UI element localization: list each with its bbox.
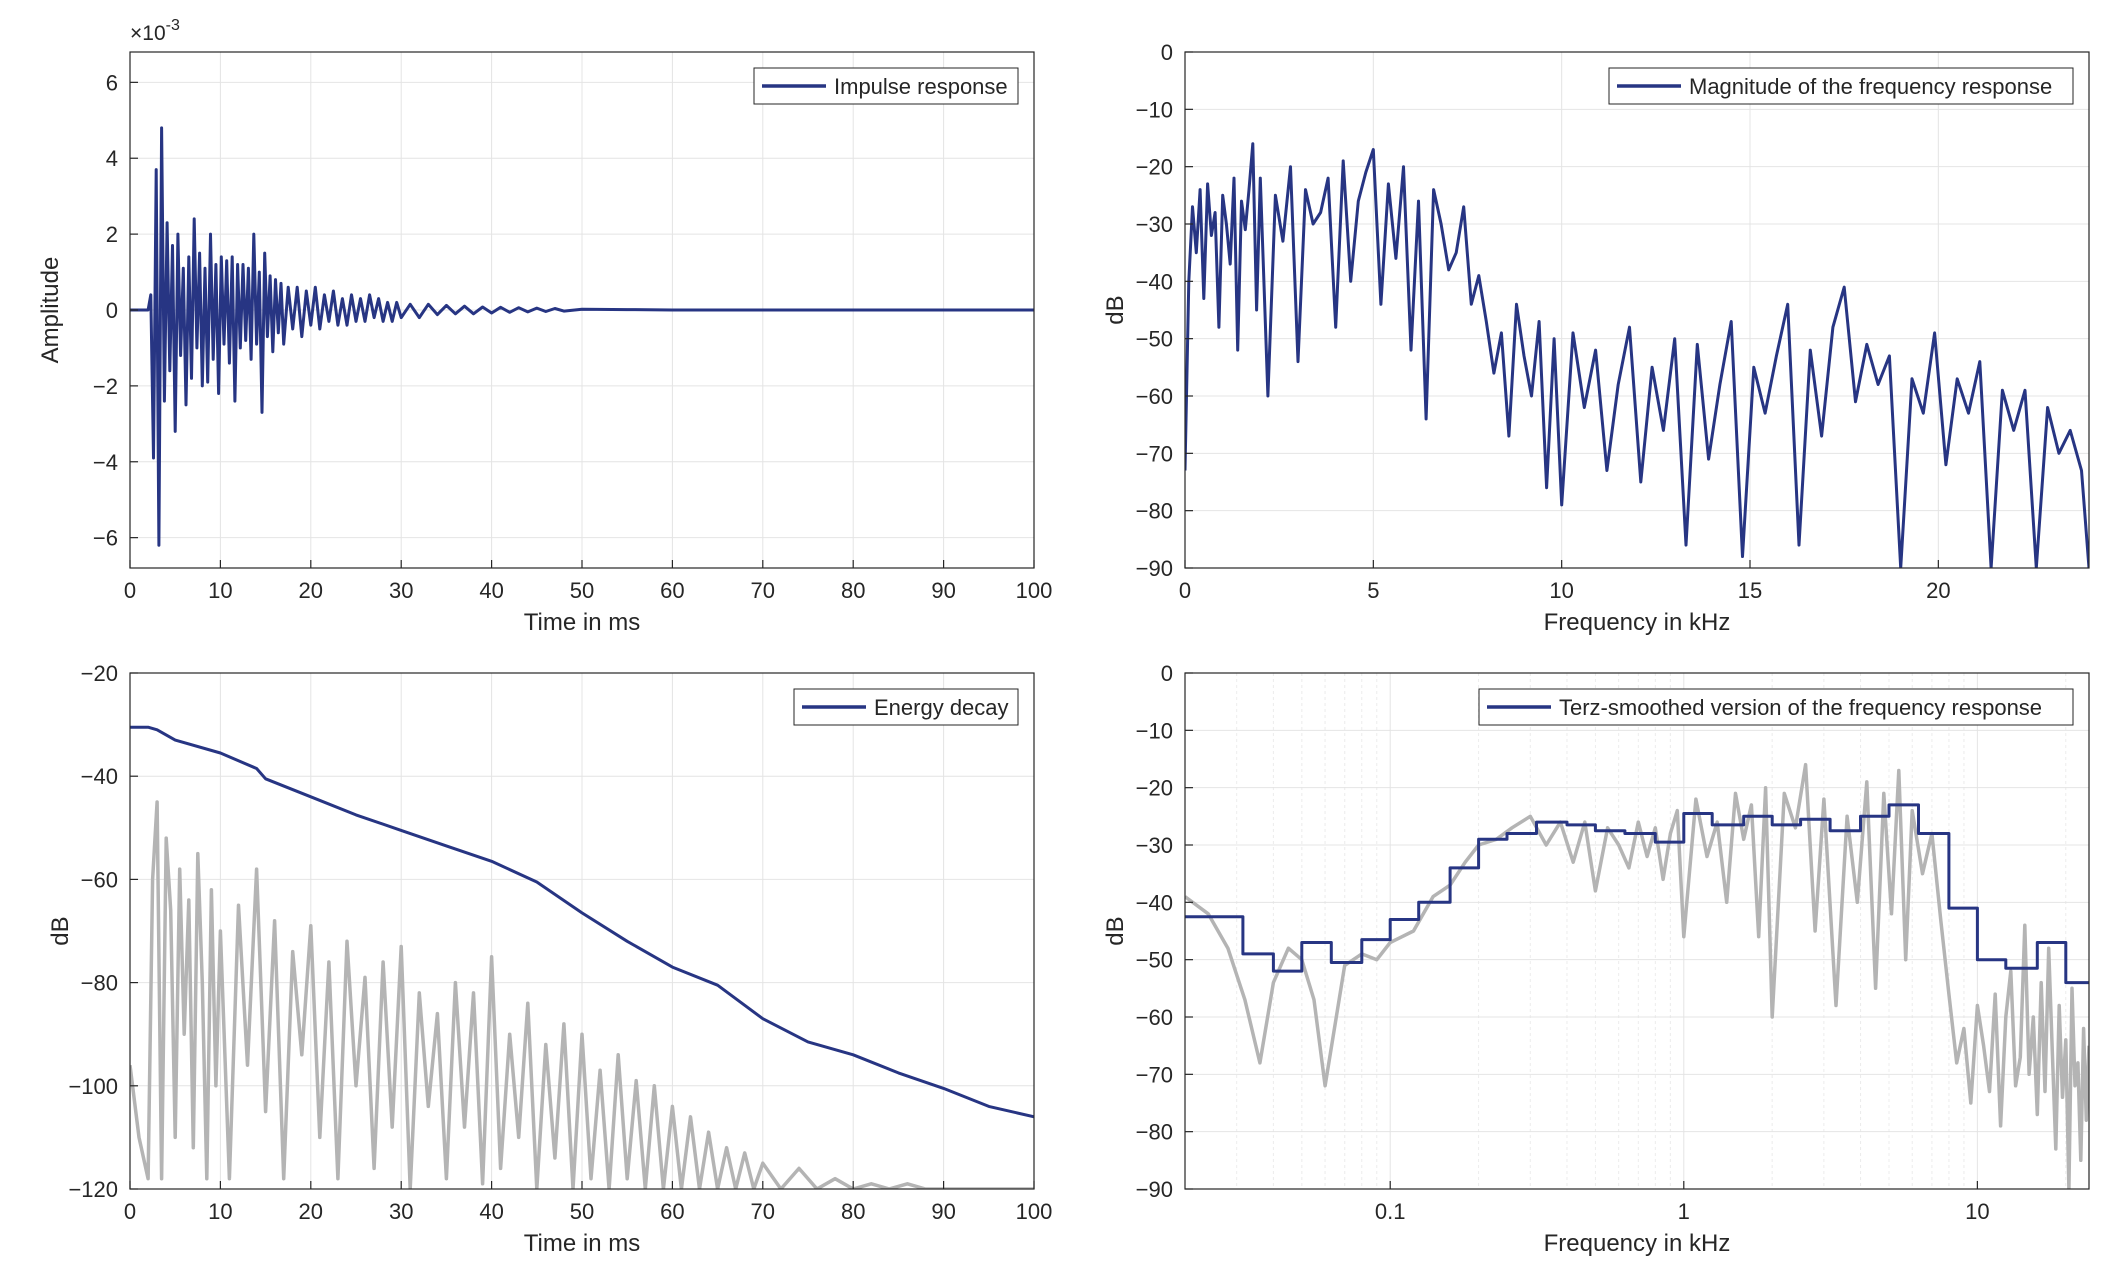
legend: Magnitude of the frequency response: [1608, 67, 2074, 105]
plot-area: [1185, 52, 2089, 568]
legend-label: Energy decay: [874, 695, 1009, 720]
x-tick-label: 60: [660, 578, 684, 603]
legend-box: [1478, 688, 2074, 726]
raw-series-line: [1185, 762, 2089, 1189]
y-tick-label: −60: [81, 867, 118, 892]
y-tick-label: −6: [93, 526, 118, 551]
y-tick-label: −70: [1136, 1062, 1173, 1087]
axes-box: [1184, 672, 2090, 1190]
legend-label: Impulse response: [834, 74, 1008, 99]
x-tick-label: 10: [208, 1199, 232, 1224]
panel-impulse: 0 10 20 30 40 50 60 70 80 90 100 −6 −4 −2 0 2 4 6 Time in …: [37, 17, 1052, 636]
x-tick-label: 100: [1016, 578, 1053, 603]
y-tick-label: −50: [1136, 948, 1173, 973]
y-tick-label: −20: [1136, 776, 1173, 801]
y-tick-label: −80: [1136, 499, 1173, 524]
x-axis-label: Time in ms: [524, 609, 640, 636]
series-line: [130, 126, 1034, 547]
x-tick-label: 30: [389, 1199, 413, 1224]
exponent-value: -3: [166, 17, 180, 34]
y-axis-label: Amplitude: [37, 257, 64, 364]
panel-magnitude: 0 5 10 15 20 0 −10 −20 −30 −40 −50 −60 −70 −80 −90 Freq…: [1102, 40, 2090, 636]
y-tick-label: 0: [106, 298, 118, 323]
x-tick-label: 60: [660, 1199, 684, 1224]
y-tick-label: −30: [1136, 833, 1173, 858]
x-tick-label: 80: [841, 1199, 865, 1224]
y-tick-label: −120: [68, 1177, 118, 1202]
x-axis-label: Time in ms: [524, 1230, 640, 1257]
x-tick-label: 0: [124, 578, 136, 603]
y-tick-label: 4: [106, 146, 118, 171]
y-tick-label: −10: [1136, 718, 1173, 743]
y-tick-label: −60: [1136, 1005, 1173, 1030]
y-tick-label: 6: [106, 70, 118, 95]
x-tick-label: 20: [299, 578, 323, 603]
legend: Energy decay: [793, 688, 1019, 726]
y-tick-label: −70: [1136, 441, 1173, 466]
x-tick-label: 0.1: [1375, 1199, 1406, 1224]
y-tick-label: −4: [93, 450, 118, 475]
legend: Terz-smoothed version of the frequency r…: [1478, 688, 2074, 726]
plot-area: [1185, 673, 2089, 1189]
x-tick-label: 0: [124, 1199, 136, 1224]
y-tick-label: −100: [68, 1074, 118, 1099]
x-tick-label: 50: [570, 1199, 594, 1224]
y-tick-label: −2: [93, 374, 118, 399]
y-tick-label: −40: [1136, 269, 1173, 294]
x-tick-label: 90: [931, 578, 955, 603]
panel-decay: 0 10 20 30 40 50 60 70 80 90 100 −20 −40 −60 −80 −100 −1…: [47, 661, 1052, 1257]
y-tick-label: −90: [1136, 556, 1173, 581]
y-axis-label: dB: [1102, 916, 1129, 945]
legend: Impulse response: [753, 67, 1019, 105]
x-tick-label: 40: [479, 1199, 503, 1224]
legend-label: Magnitude of the frequency response: [1689, 74, 2052, 99]
y-tick-label: −80: [81, 971, 118, 996]
x-axis-label: Frequency in kHz: [1544, 1230, 1731, 1257]
x-tick-label: 20: [299, 1199, 323, 1224]
y-tick-label: −90: [1136, 1177, 1173, 1202]
x-tick-label: 10: [1965, 1199, 1989, 1224]
exponent-base: ×10: [130, 22, 166, 45]
x-tick-label: 70: [751, 578, 775, 603]
y-tick-label: −80: [1136, 1120, 1173, 1145]
y-tick-label: −20: [81, 661, 118, 686]
x-tick-label: 20: [1926, 578, 1950, 603]
y-tick-label: −60: [1136, 384, 1173, 409]
series-line: [1185, 803, 2089, 985]
y-tick-label: 2: [106, 222, 118, 247]
x-tick-label: 1: [1678, 1199, 1690, 1224]
y-axis-label: dB: [1102, 295, 1129, 324]
y-axis-label: dB: [47, 916, 74, 945]
x-tick-label: 5: [1367, 578, 1379, 603]
y-tick-label: −10: [1136, 97, 1173, 122]
x-tick-label: 15: [1738, 578, 1762, 603]
x-tick-label: 50: [570, 578, 594, 603]
x-tick-label: 100: [1016, 1199, 1053, 1224]
x-tick-label: 0: [1179, 578, 1191, 603]
panel-terz: 0.1 1 10 0 −10 −20 −30 −40 −50 −60 −70 −80 −90 Freque…: [1102, 661, 2090, 1257]
y-tick-label: 0: [1161, 40, 1173, 65]
x-axis-label: Frequency in kHz: [1544, 609, 1731, 636]
x-tick-label: 70: [751, 1199, 775, 1224]
legend-box: [1608, 67, 2074, 105]
y-tick-label: −40: [81, 764, 118, 789]
legend-label: Terz-smoothed version of the frequency r…: [1559, 695, 2042, 720]
x-tick-label: 40: [479, 578, 503, 603]
exponent-label: ×10-3: [130, 17, 180, 45]
y-tick-label: 0: [1161, 661, 1173, 686]
x-tick-label: 80: [841, 578, 865, 603]
series-line: [1185, 142, 2089, 568]
raw-series-line: [130, 800, 1034, 1189]
y-tick-label: −20: [1136, 155, 1173, 180]
x-tick-label: 10: [208, 578, 232, 603]
x-tick-label: 90: [931, 1199, 955, 1224]
y-tick-label: −50: [1136, 327, 1173, 352]
series-line: [130, 725, 1034, 1119]
y-tick-label: −40: [1136, 890, 1173, 915]
x-tick-label: 10: [1549, 578, 1573, 603]
x-tick-label: 30: [389, 578, 413, 603]
axes-box: [1184, 51, 2090, 569]
y-tick-label: −30: [1136, 212, 1173, 237]
